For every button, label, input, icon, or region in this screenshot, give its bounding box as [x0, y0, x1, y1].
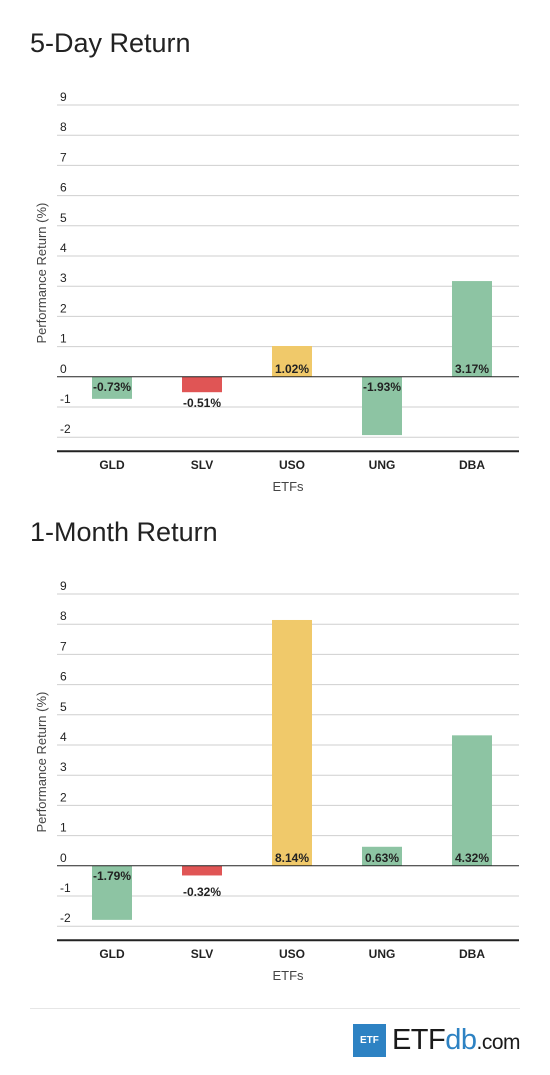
- x-tick-label: DBA: [459, 947, 485, 961]
- y-tick-label: 7: [60, 150, 67, 164]
- data-label: -1.79%: [93, 869, 131, 883]
- y-axis-label: Performance Return (%): [34, 692, 49, 833]
- y-tick-label: 7: [60, 639, 67, 653]
- etfdb-logo-text: ETFdb.com: [391, 1024, 521, 1057]
- x-axis-label: ETFs: [272, 479, 304, 494]
- y-tick-label: 2: [60, 301, 67, 315]
- y-tick-label: -1: [60, 392, 71, 406]
- y-tick-label: 3: [60, 271, 67, 285]
- logo-com-text: .com: [476, 1031, 520, 1054]
- bar-gld: [92, 865, 132, 920]
- x-tick-label: USO: [279, 947, 305, 961]
- bar-slv: [182, 865, 222, 876]
- chart-title-1-month: 1-Month Return: [30, 517, 218, 547]
- y-axis-label: Performance Return (%): [34, 203, 49, 344]
- bar-chart-5-day: -2 -1 0 1 2 3 4 5 6 7 8 9 -0.73% -0.51% 1.02% -1.93% 3.1…: [34, 90, 519, 494]
- y-tick-label: 2: [60, 790, 67, 804]
- y-tick-label: 1: [60, 332, 67, 346]
- x-tick-label: GLD: [99, 947, 125, 961]
- x-tick-label: UNG: [369, 458, 396, 472]
- y-tick-label: -2: [60, 911, 71, 925]
- bar-gld: [92, 376, 132, 399]
- bar-slv: [182, 376, 222, 393]
- y-tick-label: 6: [60, 181, 67, 195]
- data-label: 8.14%: [275, 851, 309, 865]
- y-tick-label: 4: [60, 241, 67, 255]
- x-tick-label: USO: [279, 458, 305, 472]
- data-label: 0.63%: [365, 851, 399, 865]
- data-label: -0.51%: [183, 396, 221, 410]
- data-label: 1.02%: [275, 362, 309, 376]
- y-tick-label: -1: [60, 881, 71, 895]
- x-tick-label: GLD: [99, 458, 125, 472]
- bar-dba: [452, 281, 492, 377]
- bar-chart-1-month: -2 -1 0 1 2 3 4 5 6 7 8 9 -1.79% -0.32% 8.14% 0.63% 4.32…: [34, 579, 519, 983]
- y-tick-label: 4: [60, 730, 67, 744]
- etfdb-logo-box: ETF: [352, 1024, 386, 1057]
- x-tick-label: DBA: [459, 458, 485, 472]
- y-tick-label: 0: [60, 851, 67, 865]
- bar-ung: [362, 846, 402, 866]
- footer-divider: [30, 1008, 520, 1009]
- x-tick-label: SLV: [191, 458, 213, 472]
- data-label: -0.73%: [93, 380, 131, 394]
- x-axis-label: ETFs: [272, 968, 304, 983]
- y-tick-label: 9: [60, 90, 67, 104]
- bar-uso: [272, 619, 312, 866]
- data-label: 3.17%: [455, 362, 489, 376]
- data-label: 4.32%: [455, 851, 489, 865]
- data-label: -1.93%: [363, 380, 401, 394]
- chart-title-5-day: 5-Day Return: [30, 28, 191, 58]
- bar-ung: [362, 376, 402, 436]
- y-tick-label: 6: [60, 670, 67, 684]
- y-tick-label: 5: [60, 211, 67, 225]
- logo-db-text: db: [445, 1024, 477, 1056]
- bar-uso: [272, 345, 312, 377]
- y-tick-label: 0: [60, 362, 67, 376]
- logo-etf-text: ETF: [391, 1024, 446, 1056]
- y-tick-label: 8: [60, 609, 67, 623]
- y-tick-label: 9: [60, 579, 67, 593]
- etfdb-logo[interactable]: ETF ETFdb.com: [352, 1024, 521, 1057]
- bar-dba: [452, 735, 492, 866]
- y-tick-label: 3: [60, 760, 67, 774]
- y-tick-label: -2: [60, 422, 71, 436]
- x-tick-label: SLV: [191, 947, 213, 961]
- y-tick-label: 5: [60, 700, 67, 714]
- y-tick-label: 1: [60, 821, 67, 835]
- y-tick-label: 8: [60, 120, 67, 134]
- data-label: -0.32%: [183, 885, 221, 899]
- x-tick-label: UNG: [369, 947, 396, 961]
